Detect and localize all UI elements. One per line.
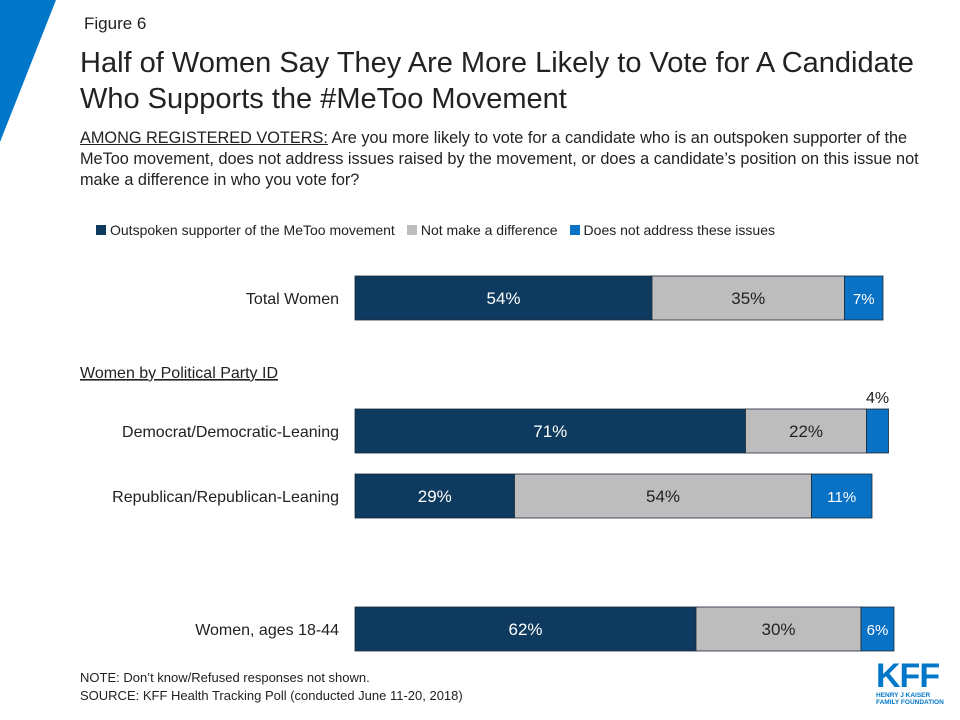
bar-segment [860,606,895,652]
legend-label-no-difference: Not make a difference [420,222,558,238]
chart-subtitle: AMONG REGISTERED VOTERS: Are you more li… [80,128,920,191]
category-label: Democrat/Democratic-Leaning [122,424,339,441]
data-label: 54% [646,487,680,506]
bar-segment [745,408,867,454]
subtitle-prefix: AMONG REGISTERED VOTERS: [80,129,328,147]
data-label: 4% [866,390,889,407]
bar-segment [844,275,884,321]
data-label: 62% [508,620,542,639]
bar-segment [354,606,697,652]
legend-label-not-address: Does not address these issues [583,222,775,238]
bar-segment [695,606,862,652]
legend-label-supporter: Outspoken supporter of the MeToo movemen… [110,222,395,238]
category-label: Women, ages 18-44 [195,622,339,639]
figure-label: Figure 6 [84,14,147,33]
data-label: 7% [853,291,875,308]
data-label: 6% [867,622,889,639]
category-label: Total Women [246,291,339,308]
source-text: SOURCE: KFF Health Tracking Poll (conduc… [80,688,463,703]
section-label: Women by Political Party ID [80,365,278,382]
chart-title: Half of Women Say They Are More Likely t… [80,47,914,115]
kff-logo-subtitle: HENRY J KAISER FAMILY FOUNDATION [876,692,948,706]
bar-segment [866,408,889,454]
data-label: 71% [533,422,567,441]
bar-segment [514,473,812,519]
data-label: 30% [761,620,795,639]
bar-segment [354,408,746,454]
data-label: 35% [731,289,765,308]
bar-segment [651,275,845,321]
legend-swatch-not-address [569,225,580,235]
legend-item-not-address: Does not address these issues [569,222,775,238]
footnote: NOTE: Don’t know/Refused responses not s… [80,669,463,705]
bar-segment [354,275,653,321]
corner-accent-shape [0,0,56,142]
legend: Outspoken supporter of the MeToo movemen… [96,222,787,238]
kff-logo-line1: HENRY J KAISER [876,692,931,699]
subtitle-question: Are you more likely to vote for a candid… [80,129,919,189]
kff-logo-mark: KFF [876,657,940,695]
data-label: 54% [486,289,520,308]
kff-logo: KFF HENRY J KAISER FAMILY FOUNDATION [876,657,948,706]
legend-swatch-no-difference [406,225,417,235]
note-text: NOTE: Don’t know/Refused responses not s… [80,670,370,685]
data-label: 11% [827,489,856,506]
legend-item-no-difference: Not make a difference [406,222,558,238]
legend-swatch-supporter [96,225,106,235]
category-label: Republican/Republican-Leaning [112,489,339,506]
data-label: 22% [789,422,823,441]
legend-item-supporter: Outspoken supporter of the MeToo movemen… [96,222,395,238]
bar-segment [811,473,873,519]
data-label: 29% [418,487,452,506]
kff-logo-line2: FAMILY FOUNDATION [876,699,944,706]
